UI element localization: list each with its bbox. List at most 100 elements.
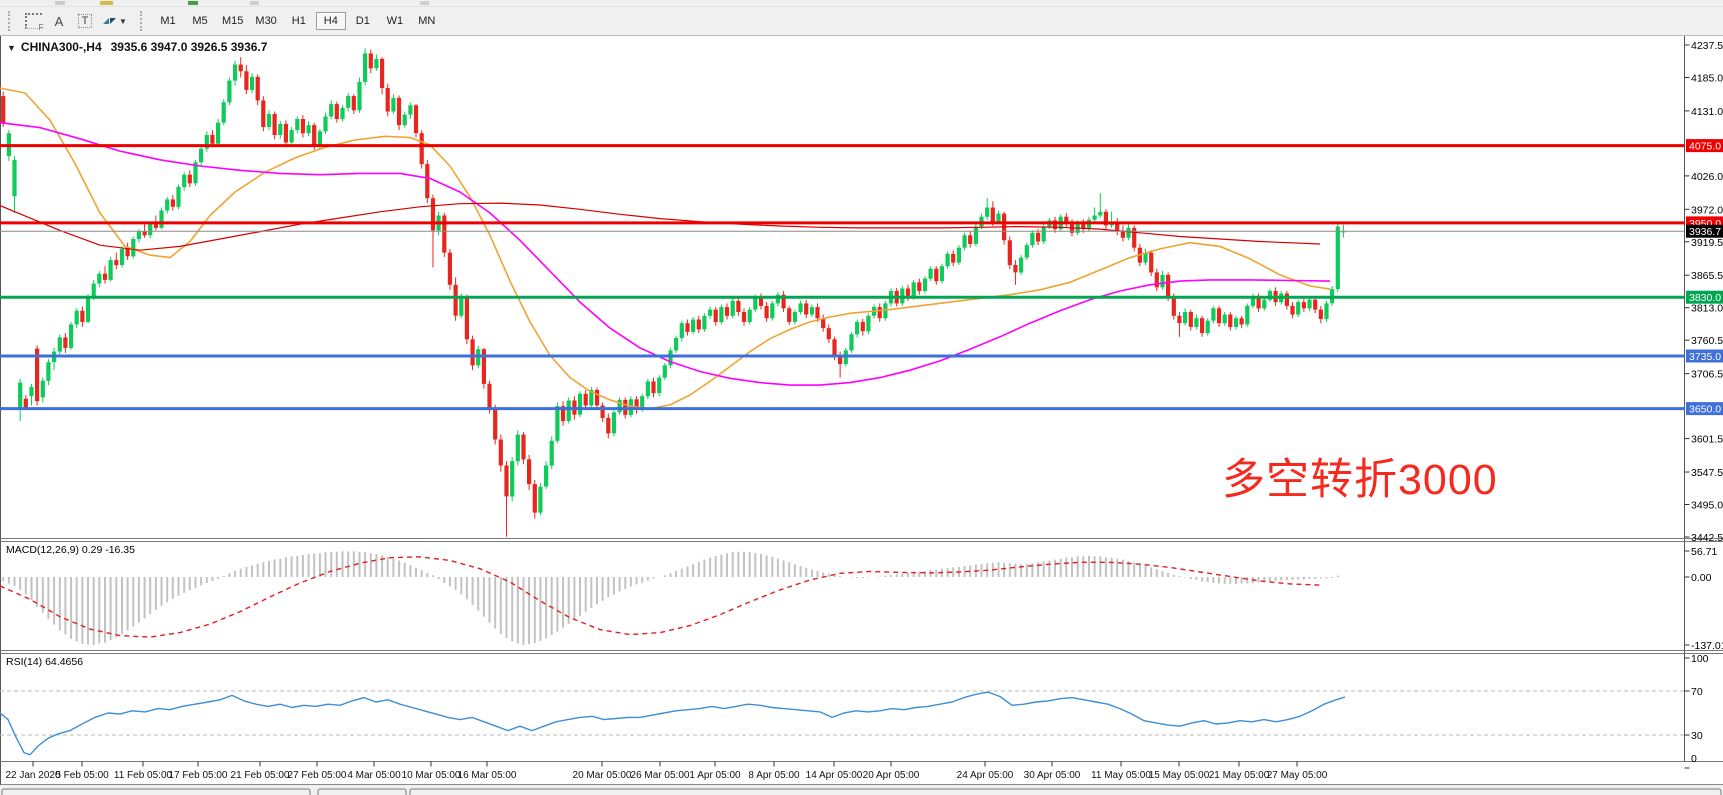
candle-body: [261, 100, 266, 127]
date-tick-label: 21 Feb 05:00: [231, 770, 290, 781]
candle-body: [498, 439, 503, 466]
candle-body: [532, 484, 537, 513]
text-label-tool-button[interactable]: A: [54, 13, 64, 29]
docked-panel-tab[interactable]: [1, 788, 311, 795]
candle-body: [685, 323, 690, 332]
candle-body: [1126, 227, 1131, 238]
candle-body: [391, 97, 396, 112]
candle-body: [1160, 274, 1165, 288]
candle-body: [1013, 265, 1018, 273]
candle-body: [804, 303, 809, 315]
candle-body: [832, 339, 837, 356]
candle-body: [792, 312, 797, 322]
arrows-tool-button[interactable]: ▼: [99, 11, 131, 31]
candle-body: [272, 114, 277, 135]
candle-body: [453, 284, 458, 316]
candle-body: [1284, 293, 1289, 306]
candle-body: [741, 312, 747, 322]
candle-body: [696, 319, 701, 330]
candle-body: [583, 393, 588, 406]
candle-body: [227, 80, 232, 103]
chevron-down-icon: ▼: [119, 16, 127, 26]
timeframe-m1-button[interactable]: M1: [160, 15, 176, 27]
docked-panel-tab[interactable]: [409, 788, 1722, 795]
timeframe-m5-button[interactable]: M5: [192, 15, 208, 27]
candle-body: [1222, 314, 1227, 324]
timeframe-w1-button[interactable]: W1: [386, 15, 404, 27]
toolbar-drag-handle[interactable]: [140, 11, 147, 31]
chart-text-annotation[interactable]: 多空转折3000: [1222, 456, 1498, 504]
candle-body: [1024, 245, 1029, 258]
candle-body: [951, 253, 956, 263]
candle-body: [1103, 211, 1108, 226]
date-tick-label: 11 Feb 05:00: [114, 770, 173, 781]
candle-body: [278, 123, 283, 135]
price-line-label-bg: [1686, 290, 1723, 304]
candle-body: [544, 465, 549, 487]
candle-body: [922, 278, 928, 291]
timeframe-h1-button[interactable]: H1: [291, 15, 306, 27]
price-line-label: 3936.7: [1689, 226, 1721, 238]
date-tick-label: 8 Apr 05:00: [748, 770, 800, 781]
candle-body: [1183, 312, 1188, 324]
candle-body: [1171, 297, 1176, 316]
candle-body: [176, 187, 181, 207]
candle-body: [29, 386, 34, 397]
rsi-panel: 100 70 30 0: [0, 653, 1709, 769]
candle-body: [334, 104, 339, 119]
timeframe-d1-button[interactable]: D1: [355, 15, 370, 27]
arrow-down-icon: [110, 18, 117, 24]
candle-body: [1307, 299, 1312, 309]
date-tick-label: 11 May 05:00: [1091, 770, 1151, 781]
date-tick-label: 17 Feb 05:00: [169, 770, 228, 781]
clipped-icon: [100, 1, 113, 5]
candle-body: [1250, 296, 1256, 306]
timeframe-m15-button[interactable]: M15: [222, 15, 244, 27]
price-line-label-bg: [1686, 402, 1723, 416]
crosshair-tool-button[interactable]: F: [21, 11, 45, 32]
candle-body: [1211, 308, 1216, 321]
date-tick-label: 10 Mar 05:00: [402, 770, 461, 781]
candle-body: [628, 399, 633, 415]
toolbar-drag-handle[interactable]: [8, 11, 15, 31]
macd-tick-label: -137.01: [1691, 640, 1723, 652]
candle-body: [85, 297, 91, 322]
timeframe-mn-button[interactable]: MN: [418, 15, 436, 27]
candle-body: [510, 461, 515, 497]
timeframe-h4-button[interactable]: H4: [315, 12, 346, 30]
rsi-tick-label: 100: [1691, 653, 1709, 665]
candle-body: [40, 380, 45, 398]
candle-body: [985, 207, 990, 217]
candle-body: [747, 309, 752, 322]
grid-icon: F: [24, 13, 44, 32]
candle-body: [1341, 231, 1346, 233]
candle-body: [430, 198, 436, 231]
candle-body: [249, 76, 255, 90]
candle-body: [216, 122, 221, 144]
candle-body: [153, 224, 158, 228]
candle-body: [1267, 291, 1272, 300]
text-box-icon: T: [77, 14, 93, 28]
docked-panel-tab[interactable]: [317, 788, 407, 795]
text-box-tool-button[interactable]: T: [73, 11, 97, 31]
candle-body: [1041, 226, 1046, 242]
clipped-icon: [250, 1, 259, 5]
candle-body: [1036, 232, 1041, 242]
price-line-label: 4075.0: [1689, 141, 1721, 153]
rsi-tick-label: 30: [1691, 730, 1703, 742]
candle-body: [883, 303, 888, 319]
price-line-label-bg: [1686, 349, 1723, 363]
candle-body: [317, 131, 322, 146]
candle-body: [719, 307, 724, 322]
candle-body: [600, 405, 605, 418]
candle-body: [408, 105, 413, 115]
candle-body: [210, 135, 215, 144]
candle-body: [1143, 252, 1148, 263]
candle-body: [1239, 318, 1244, 325]
candle-body: [136, 231, 141, 239]
timeframe-m30-button[interactable]: M30: [255, 15, 277, 27]
chevron-down-icon[interactable]: ▼: [7, 43, 16, 53]
candle-body: [374, 58, 379, 69]
